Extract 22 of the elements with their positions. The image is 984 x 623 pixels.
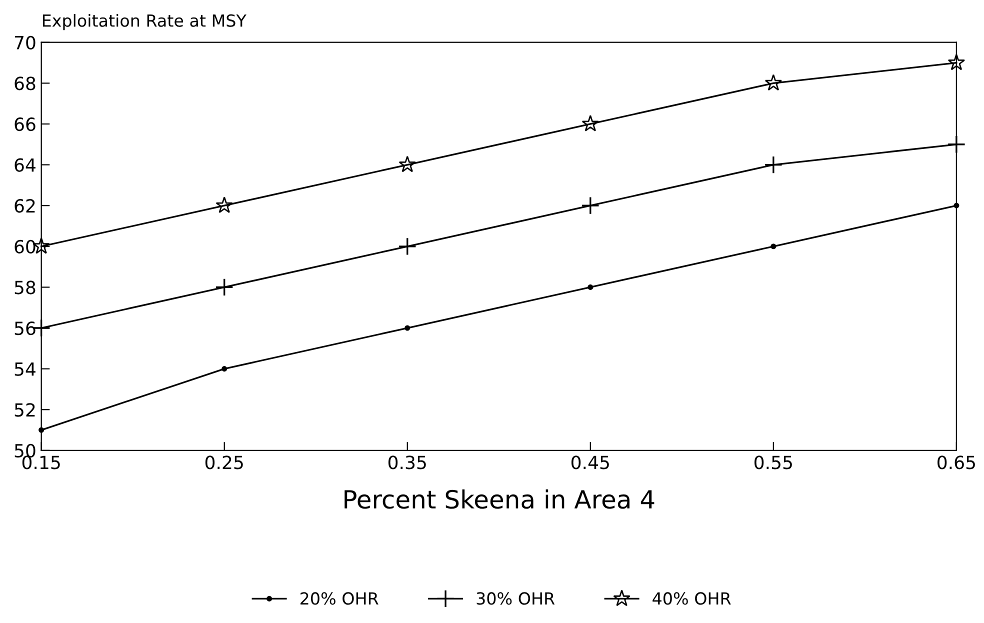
y-tick-label: 62 — [14, 199, 35, 213]
legend-label: 20% OHR — [300, 592, 378, 605]
x-tick-label: 0.65 — [938, 456, 975, 470]
y-tick-label: 50 — [14, 444, 36, 458]
y-tick-label: 66 — [14, 117, 36, 132]
y-axis-title: Exploitation Rate at MSY — [42, 14, 246, 30]
y-tick-label: 60 — [14, 240, 36, 254]
y-tick-label: 64 — [14, 158, 36, 172]
y-tick-label: 56 — [14, 321, 36, 336]
y-tick-label: 58 — [14, 280, 36, 294]
x-tick-label: 0.25 — [205, 456, 243, 470]
x-tick-label: 0.35 — [388, 456, 426, 470]
x-tick-label: 0.15 — [22, 456, 60, 470]
x-tick-label: 0.55 — [754, 456, 792, 470]
y-tick-label: 54 — [14, 362, 36, 376]
x-axis-title: Percent Skeena in Area 4 — [344, 489, 654, 509]
legend-label: 40% OHR — [652, 592, 731, 605]
y-tick-label: 68 — [14, 76, 36, 90]
y-tick-label: 52 — [14, 403, 35, 417]
x-tick-label: 0.45 — [571, 456, 609, 470]
y-tick-label: 70 — [14, 36, 36, 50]
legend-label: 30% OHR — [476, 592, 555, 605]
